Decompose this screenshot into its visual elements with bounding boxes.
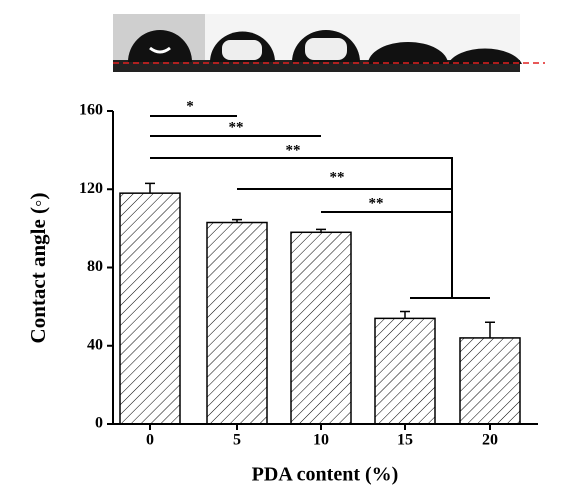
y-tick-label: 0 (95, 415, 103, 432)
significance-label: ** (330, 169, 345, 185)
droplet-images (113, 14, 545, 72)
significance-label: ** (286, 142, 301, 158)
error-bar (145, 182, 155, 194)
x-tick-label: 15 (397, 432, 413, 449)
significance-label: * (186, 98, 194, 114)
x-tick-label: 5 (233, 432, 241, 449)
bar (119, 192, 181, 425)
y-axis-label: Contact angle (◦) (26, 193, 50, 344)
bar (290, 231, 352, 425)
bar (459, 337, 521, 425)
x-tick-label: 10 (313, 432, 329, 449)
x-tick-label: 20 (482, 432, 498, 449)
significance-label: ** (229, 119, 244, 135)
significance-label: ** (369, 195, 384, 211)
significance-bracket (150, 157, 453, 298)
x-tick-label: 0 (146, 432, 154, 449)
y-tick-label: 120 (79, 180, 103, 197)
x-axis-label: PDA content (%) (252, 464, 399, 486)
bar (374, 317, 436, 425)
error-bar (485, 321, 495, 338)
y-tick-label: 80 (87, 258, 103, 275)
error-bar (316, 228, 326, 233)
y-tick-label: 40 (87, 336, 103, 353)
y-tick-label: 160 (79, 102, 103, 119)
error-bar (400, 310, 410, 319)
error-bar (232, 218, 242, 223)
bar (206, 221, 268, 425)
